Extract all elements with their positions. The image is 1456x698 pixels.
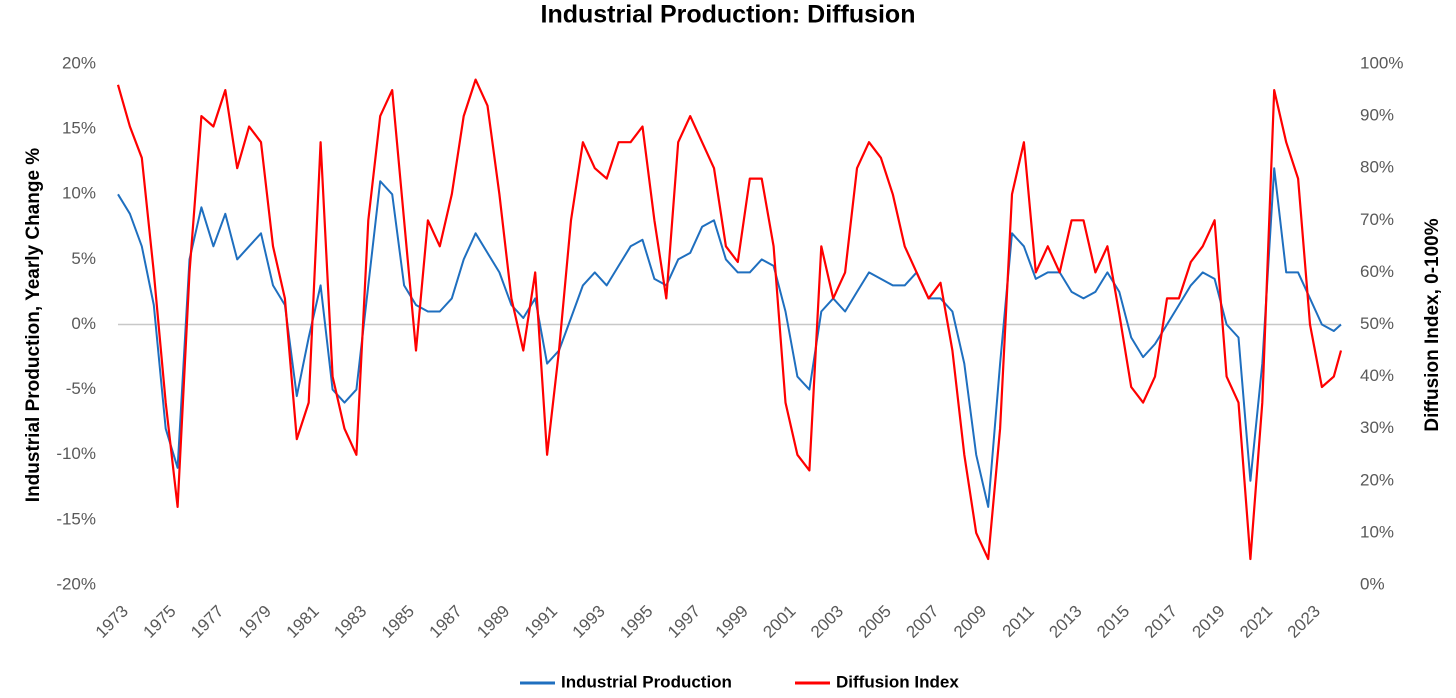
y-tick-label: -20%: [56, 574, 96, 593]
y-axis-title: Industrial Production, Yearly Change %: [23, 148, 44, 503]
y2-tick-label: 80%: [1360, 158, 1394, 177]
x-tick-label: 2023: [1284, 602, 1324, 642]
y-tick-label: 15%: [62, 119, 96, 138]
legend-label: Industrial Production: [561, 672, 732, 691]
x-tick-label: 1985: [378, 602, 418, 642]
y-tick-label: -15%: [56, 509, 96, 528]
y2-axis-title: Diffusion Index, 0-100%: [1422, 218, 1443, 431]
x-tick-label: 2003: [807, 602, 847, 642]
x-tick-label: 2013: [1045, 602, 1085, 642]
x-tick-label: 1983: [330, 602, 370, 642]
x-tick-label: 1975: [139, 602, 179, 642]
x-tick-label: 1989: [473, 602, 513, 642]
x-tick-label: 1993: [569, 602, 609, 642]
y2-tick-label: 90%: [1360, 106, 1394, 125]
y-tick-label: -5%: [66, 379, 96, 398]
x-tick-label: 2021: [1236, 602, 1276, 642]
x-tick-label: 2011: [999, 602, 1038, 641]
y2-tick-label: 100%: [1360, 53, 1403, 72]
x-tick-label: 1997: [664, 602, 704, 642]
y2-tick-label: 30%: [1360, 418, 1394, 437]
y2-tick-label: 50%: [1360, 314, 1394, 333]
x-tick-label: 1977: [187, 602, 227, 642]
x-tick-label: 1991: [521, 602, 561, 642]
x-tick-label: 1973: [92, 602, 132, 642]
y-tick-label: 0%: [71, 314, 96, 333]
y2-tick-label: 70%: [1360, 210, 1394, 229]
series-line: [116, 78, 1343, 561]
chart-title: Industrial Production: Diffusion: [541, 1, 916, 29]
x-tick-label: 2005: [855, 602, 895, 642]
x-tick-label: 1995: [616, 602, 656, 642]
y2-tick-label: 20%: [1360, 470, 1394, 489]
y-tick-label: 5%: [71, 249, 96, 268]
y2-tick-label: 60%: [1360, 262, 1394, 281]
x-tick-label: 1981: [283, 602, 323, 642]
x-tick-label: 1979: [235, 602, 275, 642]
x-tick-label: 2007: [902, 602, 942, 642]
y-tick-label: 10%: [62, 184, 96, 203]
series-line: [117, 167, 1342, 508]
x-tick-label: 2009: [950, 602, 990, 642]
y-tick-label: 20%: [62, 53, 96, 72]
y2-tick-label: 10%: [1360, 522, 1394, 541]
x-tick-label: 2001: [759, 602, 799, 642]
y2-tick-label: 40%: [1360, 366, 1394, 385]
x-tick-label: 1987: [426, 602, 466, 642]
y2-tick-label: 0%: [1360, 574, 1385, 593]
x-tick-label: 2017: [1141, 602, 1181, 642]
x-tick-label: 2019: [1188, 602, 1228, 642]
x-tick-label: 2015: [1093, 602, 1133, 642]
x-tick-label: 1999: [712, 602, 752, 642]
legend-label: Diffusion Index: [836, 672, 959, 691]
y-tick-label: -10%: [56, 444, 96, 463]
